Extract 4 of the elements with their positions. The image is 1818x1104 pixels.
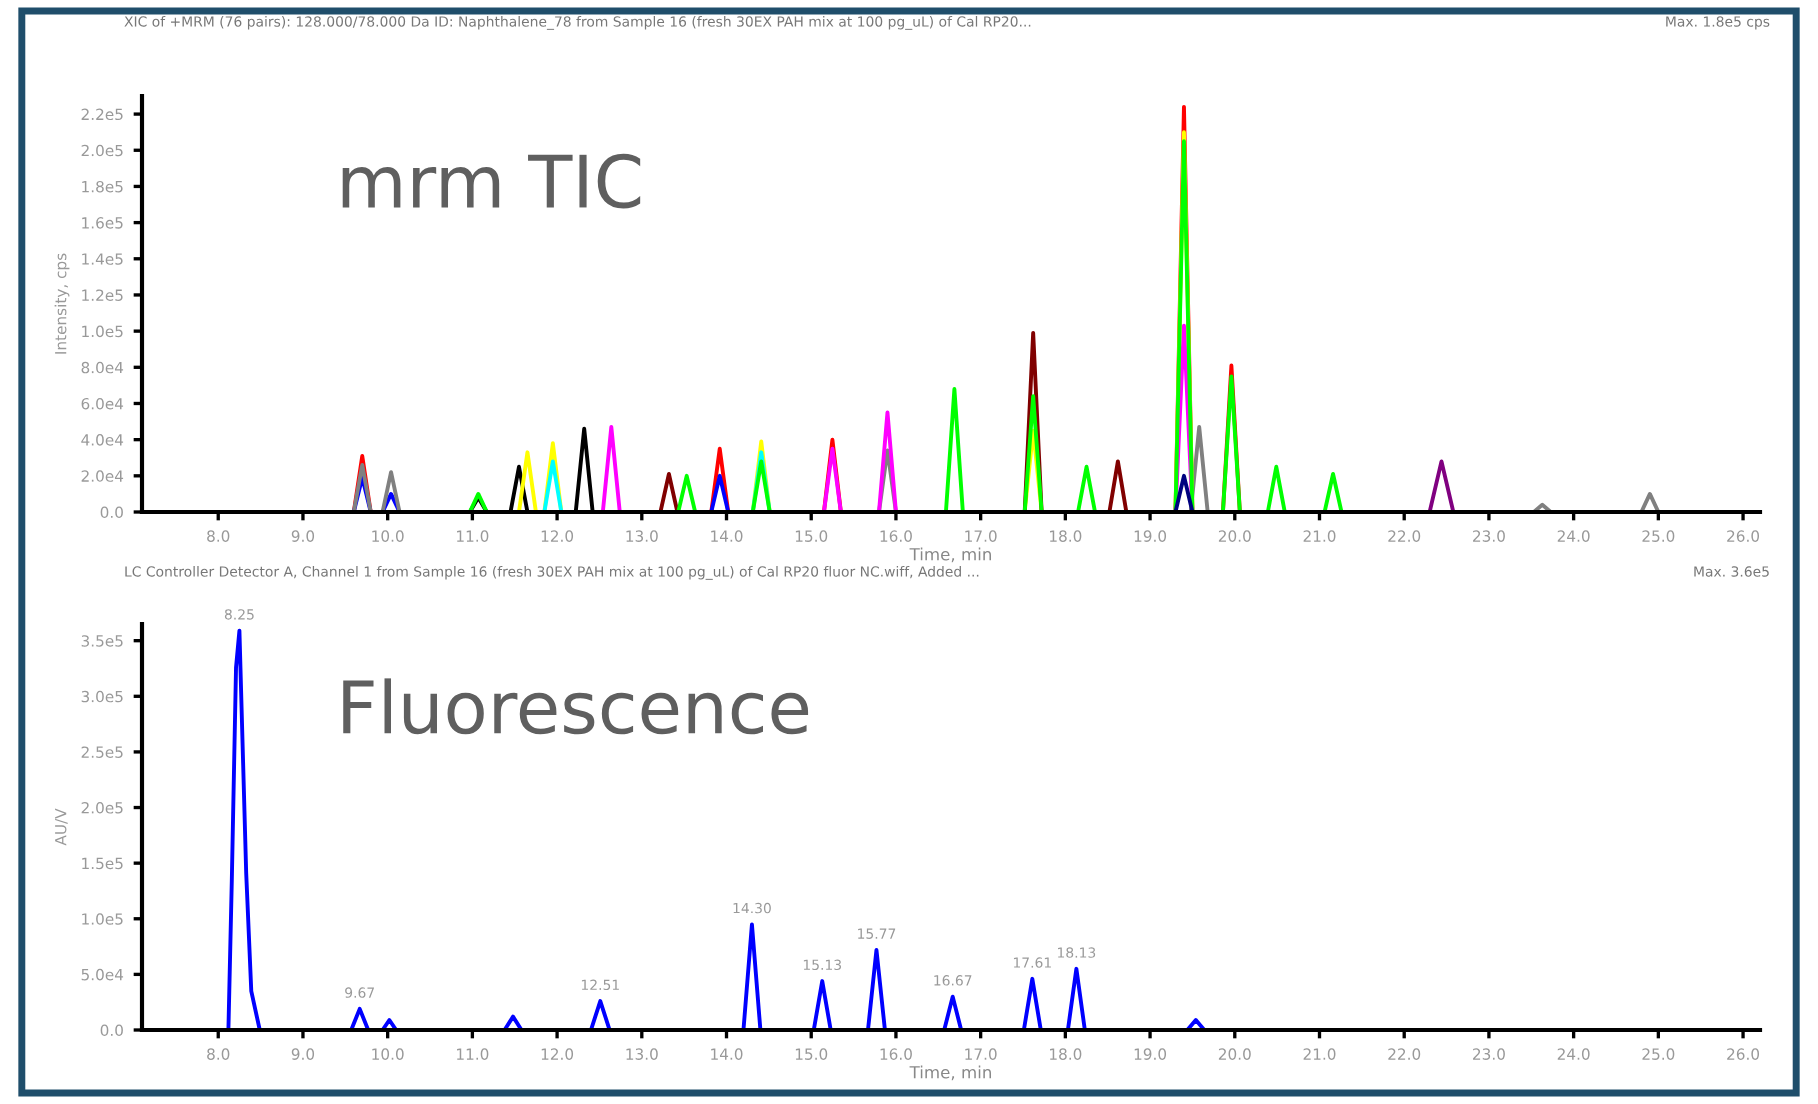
text: Fluorescence bbox=[343, 678, 809, 735]
text: mrm TIC bbox=[342, 153, 641, 209]
x-axis-title: Time, min bbox=[909, 1065, 991, 1081]
x-axis-title: Time, min bbox=[909, 547, 991, 563]
